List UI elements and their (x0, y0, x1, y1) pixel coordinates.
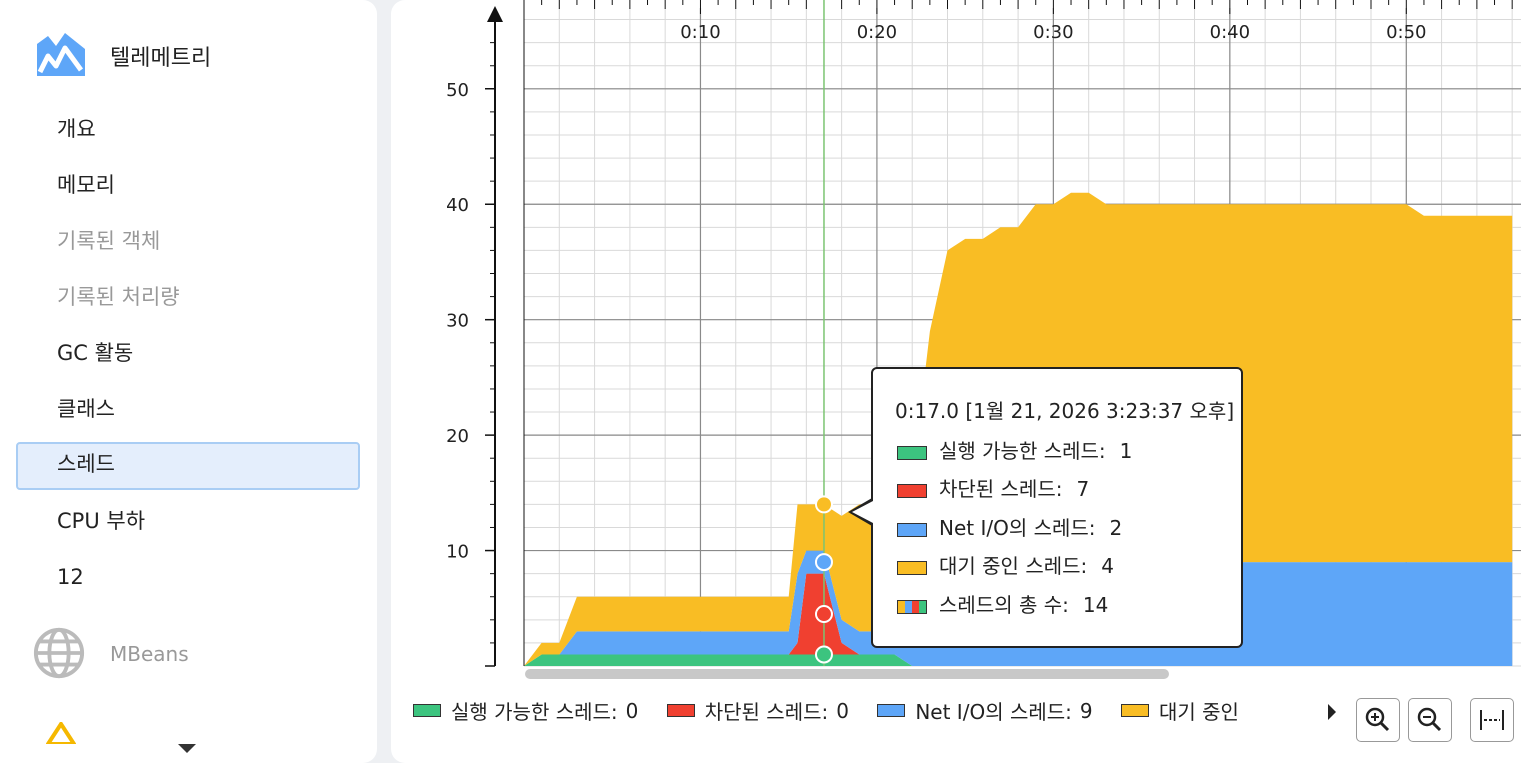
zoom-out-icon (1417, 707, 1442, 732)
tooltip-swatch-total (897, 599, 927, 614)
nav-item-recorded-objects[interactable]: 기록된 객체 (57, 229, 161, 253)
x-tick-label: 0:40 (1210, 22, 1250, 43)
nav-item-cpu-load[interactable]: CPU 부하 (57, 509, 146, 533)
warning-icon (46, 722, 76, 744)
telemetry-group-header[interactable]: 텔레메트리 (0, 30, 377, 90)
sidebar: 텔레메트리 개요 메모리 기록된 객체 기록된 처리량 GC 활동 클래스 스레… (0, 0, 377, 763)
legend-item-blocked[interactable]: 차단된 스레드: 0 (666, 696, 849, 725)
nav-item-recorded-throughput[interactable]: 기록된 처리량 (57, 285, 180, 309)
cursor-marker-runnable (814, 645, 833, 664)
x-tick-label: 0:50 (1386, 22, 1426, 43)
globe-icon (33, 627, 85, 679)
chart-axes (485, 0, 1513, 667)
nav-item-gc-activity[interactable]: GC 활동 (57, 341, 134, 365)
area-runnable-threads (524, 654, 1513, 666)
chart-x-tick-labels: 0:10 0:20 0:30 0:40 0:50 (680, 22, 1426, 43)
tooltip-row-total: 스레드의 총 수: 14 (897, 591, 1108, 619)
cursor-marker-net-io (814, 553, 833, 572)
tooltip-row-blocked: 차단된 스레드: 7 (897, 475, 1089, 503)
y-axis-arrow (487, 6, 503, 22)
tooltip-row-net-io: Net I/O의 스레드: 2 (897, 514, 1122, 542)
telemetry-group-title: 텔레메트리 (110, 46, 212, 71)
nav-item-overview[interactable]: 개요 (57, 117, 96, 141)
legend-item-waiting[interactable]: 대기 중인 (1120, 696, 1239, 725)
tooltip-pointer-fill (852, 501, 873, 523)
tooltip-swatch-blocked (897, 483, 927, 498)
y-tick-label: 20 (446, 426, 469, 447)
cursor-marker-blocked (814, 605, 833, 624)
cursor-marker-waiting (814, 495, 833, 514)
zoom-in-button[interactable] (1356, 698, 1400, 742)
y-tick-label: 50 (446, 80, 469, 101)
tooltip-swatch-net-io (897, 522, 927, 537)
legend-swatch-blocked (666, 704, 695, 717)
tooltip-timestamp: 0:17.0 [1월 21, 2026 3:23:37 오후] (895, 399, 1235, 423)
tooltip-swatch-waiting (897, 560, 927, 575)
tooltip-row-runnable: 실행 가능한 스레드: 1 (897, 437, 1132, 465)
chart-y-tick-labels: 10 20 30 40 50 (446, 80, 469, 563)
zoom-out-button[interactable] (1408, 698, 1452, 742)
nav-item-memory[interactable]: 메모리 (57, 173, 115, 197)
tooltip-swatch-runnable (897, 445, 927, 460)
mbeans-group-title: MBeans (110, 642, 189, 666)
legend-more-arrow-icon[interactable] (1328, 704, 1336, 720)
chart-tooltip: 0:17.0 [1월 21, 2026 3:23:37 오후] 실행 가능한 스… (871, 367, 1243, 648)
x-tick-label: 0:20 (857, 22, 897, 43)
x-tick-label: 0:10 (680, 22, 720, 43)
chart-legend: 실행 가능한 스레드: 0 차단된 스레드: 0 Net I/O의 스레드: 9 대기… (413, 696, 1333, 728)
y-tick-label: 40 (446, 195, 469, 216)
legend-swatch-runnable (413, 704, 441, 717)
legend-swatch-waiting (1120, 704, 1149, 717)
sidebar-scroll-down-arrow[interactable] (178, 744, 196, 753)
y-tick-label: 10 (446, 542, 469, 563)
nav-item-classes[interactable]: 클래스 (57, 397, 115, 421)
legend-item-net-io[interactable]: Net I/O의 스레드: 9 (877, 696, 1093, 725)
telemetry-chart-icon (37, 33, 85, 76)
legend-swatch-net-io (877, 704, 906, 717)
fit-to-width-button[interactable] (1470, 698, 1514, 742)
tooltip-row-waiting: 대기 중인 스레드: 4 (897, 552, 1114, 580)
legend-item-runnable[interactable]: 실행 가능한 스레드: 0 (413, 696, 638, 725)
thread-chart-panel: 0:10 0:20 0:30 0:40 0:50 10 20 30 40 50 실행 가능한 스… (391, 0, 1526, 763)
chart-scrollbar-thumb[interactable] (525, 669, 1169, 679)
x-tick-label: 0:30 (1033, 22, 1073, 43)
mbeans-group-header[interactable]: MBeans (0, 626, 377, 686)
nav-item-threads[interactable]: 스레드 (16, 442, 360, 490)
nav-item-12[interactable]: 12 (57, 565, 84, 589)
chart-cursor (814, 0, 833, 666)
fit-to-width-icon (1480, 710, 1504, 730)
y-tick-label: 30 (446, 311, 469, 332)
zoom-in-icon (1365, 707, 1390, 732)
